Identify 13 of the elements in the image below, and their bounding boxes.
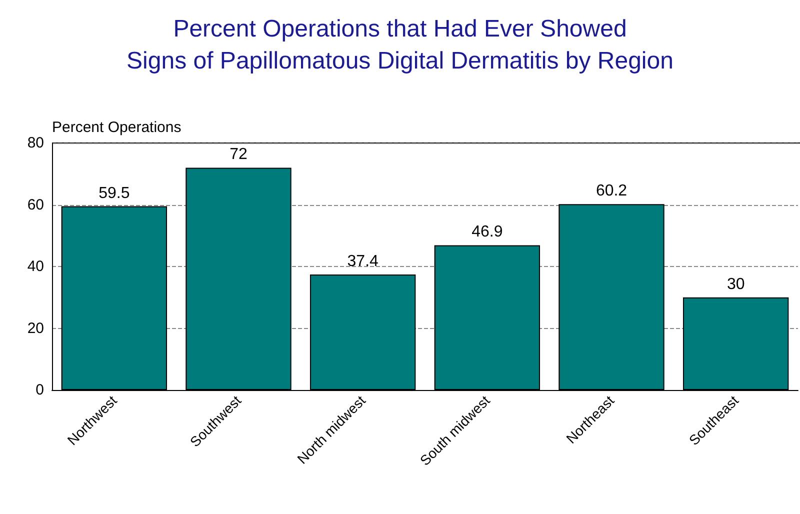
data-label: 37.4 (347, 253, 379, 270)
chart-title: Percent Operations that Had Ever Showed Signs of Papillomatous Digital Dermatitis by Region (126, 16, 674, 74)
data-label: 46.9 (472, 224, 503, 241)
y-tick-label: 80 (27, 134, 44, 152)
data-label: 72 (230, 146, 248, 164)
y-axis-title: Percent Operations (52, 119, 182, 136)
data-label: 60.2 (596, 182, 628, 200)
y-tick-label: 20 (27, 320, 44, 337)
y-tick-label: 60 (27, 196, 44, 214)
y-tick-label: 40 (27, 258, 44, 275)
data-label: 59.5 (98, 184, 130, 202)
y-tick-label: 0 (36, 382, 44, 398)
data-label: 30 (726, 276, 745, 293)
